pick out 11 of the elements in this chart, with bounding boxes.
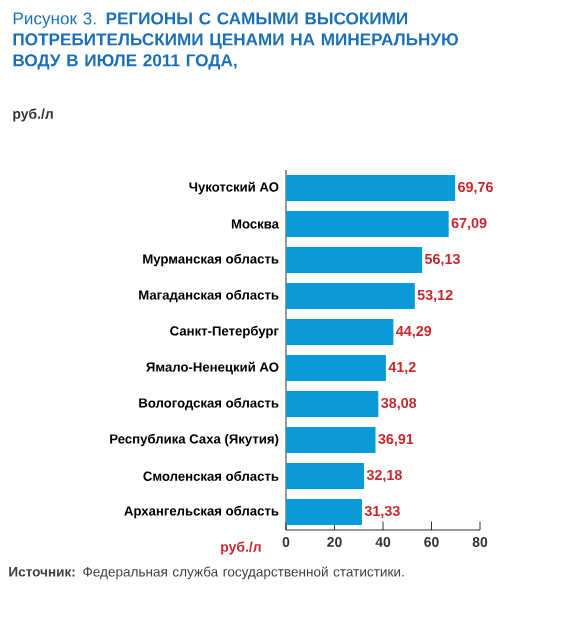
bar (286, 210, 449, 237)
bar (286, 318, 394, 345)
bar (286, 463, 365, 489)
bar (286, 174, 456, 201)
bar (286, 355, 386, 381)
bar (286, 391, 379, 417)
bar (286, 246, 423, 273)
bar (286, 427, 376, 453)
bar (286, 499, 362, 525)
chart-title: Рисунок 3. РЕГИОНЫ С САМЫМИ ВЫСОКИМИ ПОТРЕБИТЕЛЬСКИМИ ЦЕНАМИ НА МИНЕРАЛЬНУЮ ВОДУ В ИЮЛЕ 2011 ГОДА, (13, 12, 458, 70)
bar (286, 282, 415, 309)
